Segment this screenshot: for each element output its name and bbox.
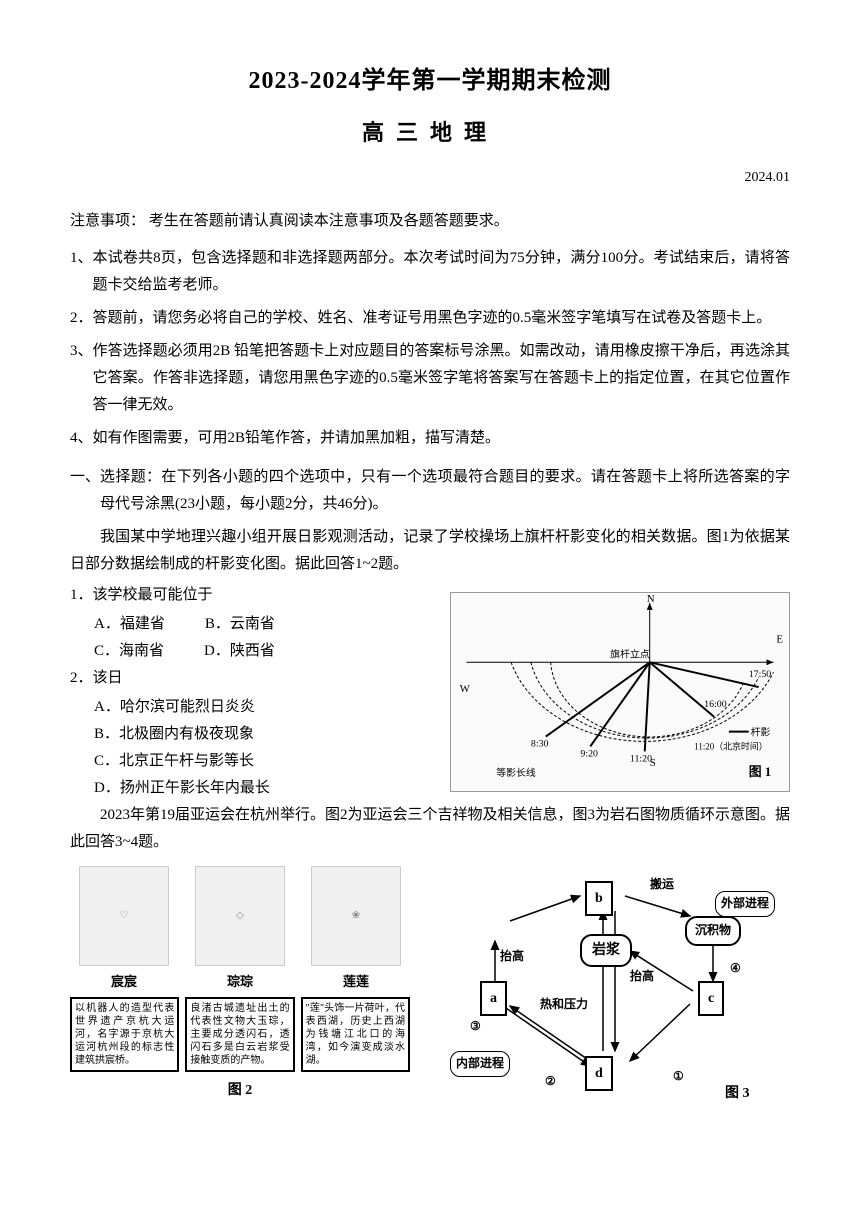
svg-text:杆影: 杆影: [751, 727, 771, 739]
instr-num: 1、: [70, 245, 93, 299]
instr-num: 4、: [70, 425, 93, 452]
node-c: c: [698, 981, 724, 1016]
figure-2-container: ♡ 宸宸 ◇ 琮琮 ❀ 莲莲 以机器人的造型代表世界遗产京杭大运河，名字源于京杭…: [70, 866, 410, 1104]
label-uplift2: 抬高: [630, 966, 654, 988]
instr-text: 答题前，请您务必将自己的学校、姓名、准考证号用黑色字迹的0.5毫米签字笔填写在试…: [93, 305, 790, 332]
notice-line: 注意事项： 考生在答题前请认真阅读本注意事项及各题答题要求。: [70, 208, 790, 235]
svg-text:8:30: 8:30: [531, 738, 549, 749]
q2-opt-d: D．扬州正午影长年内最长: [94, 775, 434, 802]
q1-opt-b: B．云南省: [205, 611, 275, 638]
instruction-1: 1、 本试卷共8页，包含选择题和非选择题两部分。本次考试时间为75分钟，满分10…: [70, 245, 790, 299]
q2-opt-c: C．北京正午杆与影等长: [94, 748, 434, 775]
svg-text:W: W: [460, 683, 471, 695]
questions-1-2-row: 1．该学校最可能位于 A．福建省 B．云南省 C．海南省 D．陕西省 2．该日 …: [70, 582, 790, 802]
mascot-name: 琮琮: [227, 970, 253, 993]
instr-num: 3、: [70, 338, 93, 419]
label-num3: ③: [470, 1016, 481, 1038]
svg-text:9:20: 9:20: [580, 748, 598, 759]
exam-title: 2023-2024学年第一学期期末检测: [70, 60, 790, 103]
mascot-name: 宸宸: [111, 970, 137, 993]
node-a: a: [480, 981, 507, 1016]
q2-opt-a: A．哈尔滨可能烈日炎炎: [94, 694, 434, 721]
q1-opt-c: C．海南省: [94, 638, 164, 665]
mascot-image-placeholder: ❀: [311, 866, 401, 966]
q1-options: A．福建省 B．云南省 C．海南省 D．陕西省: [70, 611, 434, 665]
instruction-4: 4、 如有作图需要，可用2B铅笔作答，并请加黑加粗，描写清楚。: [70, 425, 790, 452]
mascot-name: 莲莲: [343, 970, 369, 993]
mascot-descriptions: 以机器人的造型代表世界遗产京杭大运河，名字源于京杭大运河杭州段的标志性建筑拱宸桥…: [70, 997, 410, 1072]
shadow-diagram-svg: N E W S 旗杆立点 8:30 9:20 11:20 16:00 17:50…: [451, 593, 789, 791]
figure-3-caption: 图 3: [725, 1081, 750, 1106]
figures-2-3-row: ♡ 宸宸 ◇ 琮琮 ❀ 莲莲 以机器人的造型代表世界遗产京杭大运河，名字源于京杭…: [70, 866, 790, 1126]
label-num1: ①: [673, 1066, 684, 1088]
figure-1: N E W S 旗杆立点 8:30 9:20 11:20 16:00 17:50…: [450, 592, 790, 792]
instr-text: 本试卷共8页，包含选择题和非选择题两部分。本次考试时间为75分钟，满分100分。…: [93, 245, 790, 299]
instruction-2: 2． 答题前，请您务必将自己的学校、姓名、准考证号用黑色字迹的0.5毫米签字笔填…: [70, 305, 790, 332]
instr-num: 2．: [70, 305, 93, 332]
q2-opt-b: B．北极圈内有极夜现象: [94, 721, 434, 748]
label-uplift: 抬高: [500, 946, 524, 968]
notice-text: 考生在答题前请认真阅读本注意事项及各题答题要求。: [149, 213, 509, 229]
question-group-intro-1: 我国某中学地理兴趣小组开展日影观测活动，记录了学校操场上旗杆杆影变化的相关数据。…: [70, 524, 790, 578]
questions-left-col: 1．该学校最可能位于 A．福建省 B．云南省 C．海南省 D．陕西省 2．该日 …: [70, 582, 434, 802]
node-magma: 岩浆: [580, 934, 632, 967]
rock-cycle-diagram: b a c d 岩浆 沉积物 搬运 外部进程 抬高 抬高 热和压力 内部进程 ①…: [435, 866, 775, 1126]
mascot-lianlian: ❀ 莲莲: [306, 866, 406, 993]
label-transport: 搬运: [650, 874, 674, 896]
node-sediment: 沉积物: [685, 916, 741, 946]
section-1-heading: 一、 选择题：在下列各小题的四个选项中，只有一个选项最符合题目的要求。请在答题卡…: [70, 464, 790, 518]
instr-text: 作答选择题必须用2B 铅笔把答题卡上对应题目的答案标号涂黑。如需改动，请用橡皮擦…: [93, 338, 790, 419]
q1-opt-d: D．陕西省: [204, 638, 275, 665]
label-heat-pressure: 热和压力: [540, 994, 588, 1016]
mascot-chenchen: ♡ 宸宸: [74, 866, 174, 993]
mascot-image-placeholder: ◇: [195, 866, 285, 966]
label-num2: ②: [545, 1071, 556, 1093]
figure-3-container: b a c d 岩浆 沉积物 搬运 外部进程 抬高 抬高 热和压力 内部进程 ①…: [420, 866, 790, 1126]
exam-date: 2024.01: [70, 165, 790, 190]
svg-text:N: N: [647, 593, 655, 605]
svg-text:E: E: [776, 633, 783, 645]
mascot-image-placeholder: ♡: [79, 866, 169, 966]
mascot-desc-3: "莲"头饰一片荷叶，代表西湖，历史上西湖为钱塘江北口的海湾，如今演变成淡水湖。: [301, 997, 410, 1072]
node-b: b: [585, 881, 613, 916]
q1-stem: 1．该学校最可能位于: [70, 582, 434, 609]
svg-text:11:20: 11:20: [630, 753, 652, 764]
section-number: 一、: [70, 464, 100, 518]
mascot-images: ♡ 宸宸 ◇ 琮琮 ❀ 莲莲: [70, 866, 410, 993]
instruction-3: 3、 作答选择题必须用2B 铅笔把答题卡上对应题目的答案标号涂黑。如需改动，请用…: [70, 338, 790, 419]
figure-1-container: N E W S 旗杆立点 8:30 9:20 11:20 16:00 17:50…: [450, 582, 790, 802]
svg-text:旗杆立点: 旗杆立点: [610, 647, 650, 660]
label-num4: ④: [730, 958, 741, 980]
node-d: d: [585, 1056, 613, 1091]
section-desc: 在下列各小题的四个选项中，只有一个选项最符合题目的要求。请在答题卡上将所选答案的…: [100, 469, 790, 512]
mascot-congcong: ◇ 琮琮: [190, 866, 290, 993]
svg-text:16:00: 16:00: [704, 699, 727, 710]
svg-text:等影长线: 等影长线: [496, 766, 536, 779]
mascot-desc-1: 以机器人的造型代表世界遗产京杭大运河，名字源于京杭大运河杭州段的标志性建筑拱宸桥…: [70, 997, 179, 1072]
figure-2-caption: 图 2: [70, 1078, 410, 1103]
question-group-intro-2: 2023年第19届亚运会在杭州举行。图2为亚运会三个吉祥物及相关信息，图3为岩石…: [70, 802, 790, 856]
q2-stem: 2．该日: [70, 665, 434, 692]
section-body: 选择题：在下列各小题的四个选项中，只有一个选项最符合题目的要求。请在答题卡上将所…: [100, 464, 790, 518]
svg-text:11:20（北京时间）: 11:20（北京时间）: [694, 740, 767, 751]
instr-text: 如有作图需要，可用2B铅笔作答，并请加黑加粗，描写清楚。: [93, 425, 790, 452]
section-title: 选择题：: [100, 469, 161, 485]
label-external: 外部进程: [715, 891, 775, 917]
svg-text:17:50: 17:50: [749, 669, 772, 680]
mascot-desc-2: 良渚古城遗址出土的代表性文物大玉琮，主要成分透闪石，透闪石多是白云岩浆受接触变质…: [185, 997, 294, 1072]
exam-subtitle: 高三地理: [70, 113, 790, 153]
q1-opt-a: A．福建省: [94, 611, 165, 638]
label-internal: 内部进程: [450, 1051, 510, 1077]
q2-options: A．哈尔滨可能烈日炎炎 B．北极圈内有极夜现象 C．北京正午杆与影等长 D．扬州…: [70, 694, 434, 802]
svg-text:图 1: 图 1: [749, 765, 772, 779]
notice-label: 注意事项：: [70, 213, 145, 229]
